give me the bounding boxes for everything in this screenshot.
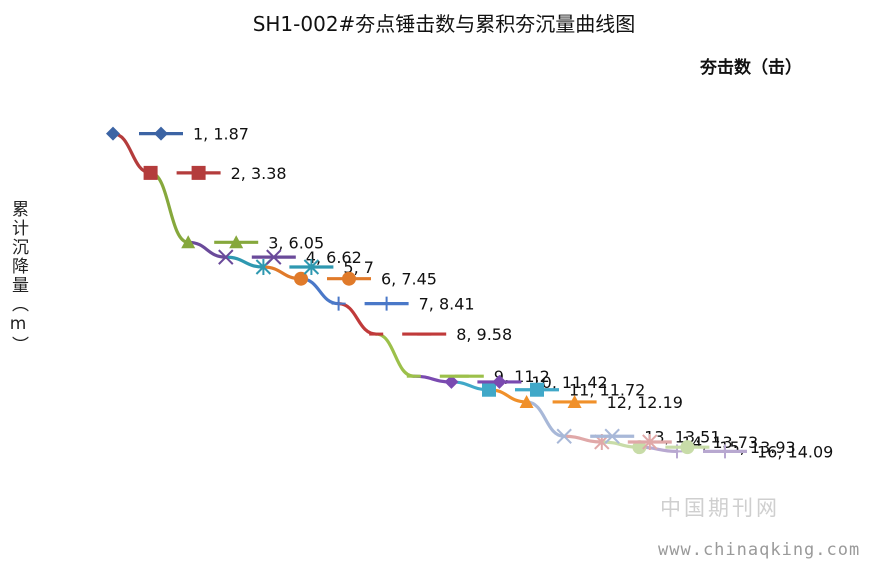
legend-marker-6 xyxy=(342,271,356,286)
data-point-11 xyxy=(482,382,496,397)
legend-marker-1 xyxy=(154,126,168,141)
data-point-3 xyxy=(181,235,196,249)
data-label-16: 16, 14.09 xyxy=(757,442,833,461)
y-axis-label: 累计沉降量（m） xyxy=(8,200,28,355)
data-point-2 xyxy=(143,165,158,180)
legend-marker-11 xyxy=(530,382,544,397)
data-point-6 xyxy=(294,271,308,286)
data-label-10: 10, 11.42 xyxy=(531,373,607,392)
curve-segment-7 xyxy=(337,302,378,336)
curve-segment-2 xyxy=(149,171,190,244)
data-point-12 xyxy=(519,394,534,408)
curve-segment-4 xyxy=(224,255,265,269)
data-label-2: 2, 3.38 xyxy=(231,164,287,183)
curve-segment-3 xyxy=(186,240,228,259)
chart-title: SH1-002#夯点锤击数与累积夯沉量曲线图 xyxy=(252,12,636,36)
data-label-7: 7, 8.41 xyxy=(419,295,475,314)
curve-segment-13 xyxy=(562,434,604,444)
data-point-1 xyxy=(106,126,120,141)
data-label-3: 3, 6.05 xyxy=(268,233,324,252)
data-point-7 xyxy=(331,296,346,311)
legend-marker-16 xyxy=(718,444,732,459)
data-point-15 xyxy=(632,440,647,455)
legend-marker-12 xyxy=(567,394,582,408)
curve-segment-12 xyxy=(525,400,566,438)
data-point-10 xyxy=(444,374,459,389)
legend-marker-7 xyxy=(379,296,394,311)
data-label-11: 11, 11.72 xyxy=(569,381,645,400)
watermark-cn: 中国期刊网 xyxy=(660,496,780,520)
legend-marker-3 xyxy=(229,235,244,249)
legend-marker-13 xyxy=(604,428,620,444)
x-axis-label: 夯击数（击） xyxy=(700,58,802,78)
data-label-1: 1, 1.87 xyxy=(193,125,249,144)
curve-segment-8 xyxy=(374,332,416,378)
legend-marker-5 xyxy=(303,259,320,275)
legend-marker-10 xyxy=(492,374,507,389)
data-point-4 xyxy=(218,249,234,265)
legend-marker-4 xyxy=(266,249,282,265)
data-label-4: 4, 6.62 xyxy=(306,248,362,267)
data-point-13 xyxy=(556,428,572,444)
data-label-12: 12, 12.19 xyxy=(607,393,683,412)
data-label-6: 6, 7.45 xyxy=(381,270,437,289)
watermark-url: www.chinaqking.com xyxy=(658,540,861,560)
legend-marker-14 xyxy=(642,433,658,450)
legend-marker-15 xyxy=(680,440,695,455)
legend-marker-2 xyxy=(191,165,206,180)
data-label-8: 8, 9.58 xyxy=(456,325,512,344)
